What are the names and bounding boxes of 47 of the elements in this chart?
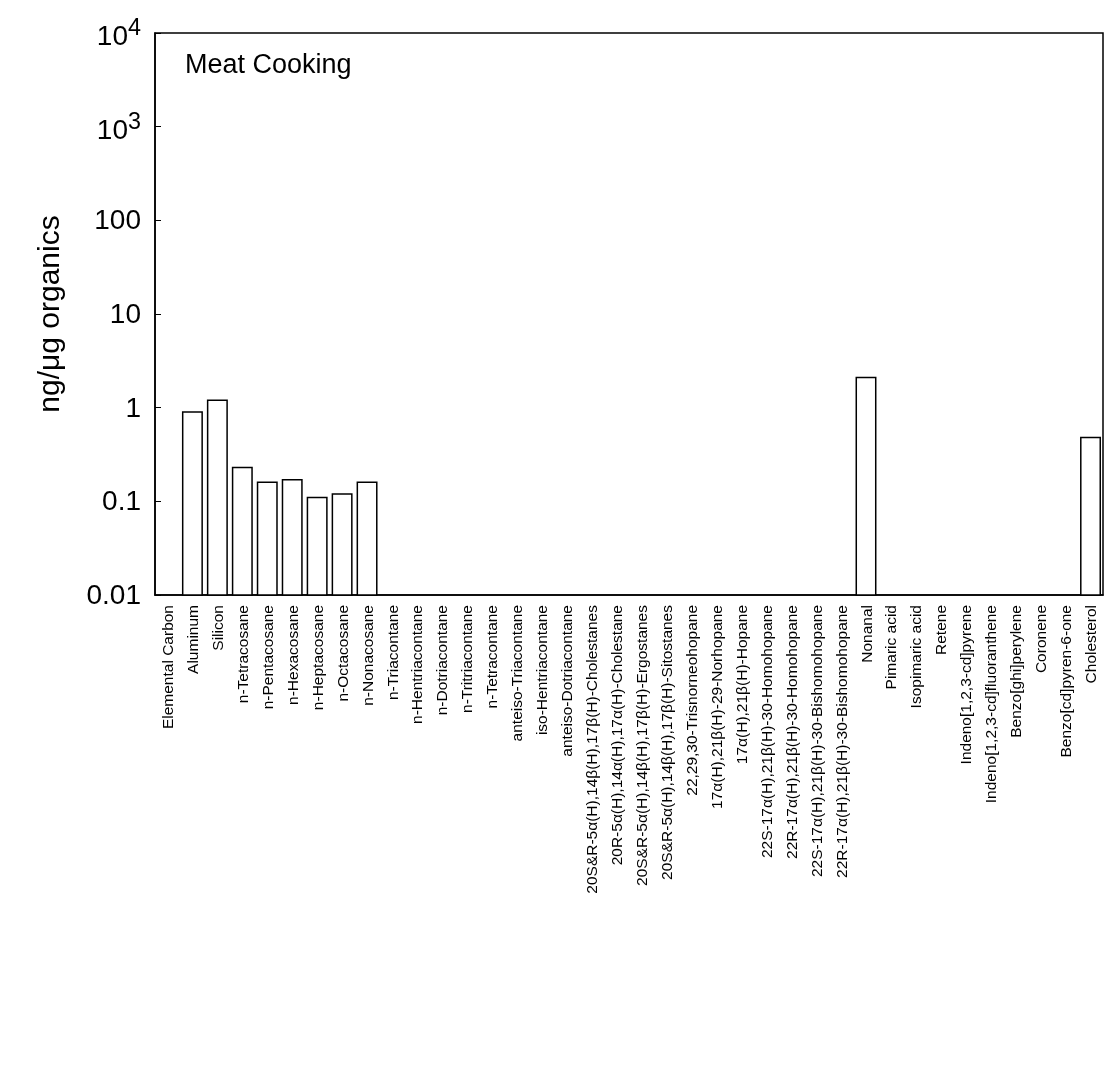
x-tick-label: 20R-5α(H),14α(H),17α(H)-Cholestane bbox=[608, 605, 626, 866]
x-tick-label: n-Nonacosane bbox=[358, 605, 376, 706]
x-tick-label: n-Pentacosane bbox=[258, 605, 276, 710]
x-tick-label: Isopimaric acid bbox=[907, 605, 925, 709]
y-tick-label: 0.1 bbox=[102, 485, 141, 517]
x-tick-label: n-Heptacosane bbox=[308, 605, 326, 711]
y-tick-label: 10$^{3}$ bbox=[96, 107, 141, 145]
x-tick-label: 22R-17α(H),21β(H)-30-Homohopane bbox=[782, 605, 800, 859]
x-tick-label: anteiso-Dotriacontane bbox=[558, 605, 576, 757]
x-tick-label: 22S-17α(H),21β(H)-30-Bishomohopane bbox=[807, 605, 825, 878]
y-tick-label: 0.01 bbox=[86, 579, 141, 610]
x-tick-label: 17α(H),21β(H)-Hopane bbox=[732, 605, 750, 765]
x-tick-label: anteiso-Triacontane bbox=[508, 605, 526, 742]
x-tick-label: 22S-17α(H),21β(H)-30-Homohopane bbox=[757, 605, 775, 859]
x-tick-label: Benzo[ghi]perylene bbox=[1007, 605, 1025, 738]
x-tick-label: Benzo[cd]pyren-6-one bbox=[1057, 605, 1075, 758]
x-tick-label: n-Tetracontane bbox=[483, 605, 501, 709]
x-tick-label: Coronene bbox=[1032, 605, 1050, 674]
x-tick-label: Aluminum bbox=[183, 605, 201, 674]
x-tick-label: Cholesterol bbox=[1082, 605, 1100, 684]
x-tick-label: n-Hexacosane bbox=[283, 605, 301, 705]
x-tick-label: Nonanal bbox=[857, 605, 875, 663]
x-tick-label: Indeno[1,2,3-cd]fluoranthene bbox=[982, 605, 1000, 804]
x-tick-label: n-Hentriacontane bbox=[408, 605, 426, 724]
y-tick-label: 10$^{4}$ bbox=[96, 13, 141, 52]
x-tick-label: n-Octacosane bbox=[333, 605, 351, 702]
x-tick-label: 20S&R-5α(H),14β(H),17β(H)-Cholestanes bbox=[583, 604, 601, 894]
y-tick-label: 1 bbox=[125, 391, 141, 423]
x-tick-label: Indeno[1,2,3-cd]pyrene bbox=[957, 605, 975, 765]
x-tick-label: Elemental Carbon bbox=[158, 605, 176, 730]
x-tick-label: 22R-17α(H),21β(H)-30-Bishomohopane bbox=[832, 605, 850, 878]
text: Meat Cooking bbox=[185, 48, 352, 79]
x-tick-label: iso-Hentriacontane bbox=[533, 605, 551, 736]
x-tick-label: Retene bbox=[932, 605, 950, 655]
y-tick-label: 100 bbox=[94, 204, 141, 236]
x-tick-label: n-Tetracosane bbox=[233, 605, 251, 704]
x-tick-label: n-Triacontane bbox=[383, 605, 401, 701]
x-tick-label: 17α(H),21β(H)-29-Norhopane bbox=[707, 605, 725, 809]
x-tick-label: Pimaric acid bbox=[882, 605, 900, 690]
x-tick-label: 20S&R-5α(H),14β(H),17β(H)-Sitostanes bbox=[657, 604, 675, 880]
x-tick-label: Silicon bbox=[208, 605, 226, 651]
y-tick-label: 10 bbox=[109, 298, 141, 329]
y-axis-title: ng/μg organics bbox=[31, 215, 65, 413]
x-tick-label: 20S&R-5α(H),14β(H),17β(H)-Ergostanes bbox=[632, 604, 650, 886]
x-tick-label: n-Tritriacontane bbox=[458, 605, 476, 713]
x-tick-label: n-Dotriacontane bbox=[433, 605, 451, 716]
x-tick-label: 22,29,30-Trisnorneohopane bbox=[682, 605, 700, 796]
